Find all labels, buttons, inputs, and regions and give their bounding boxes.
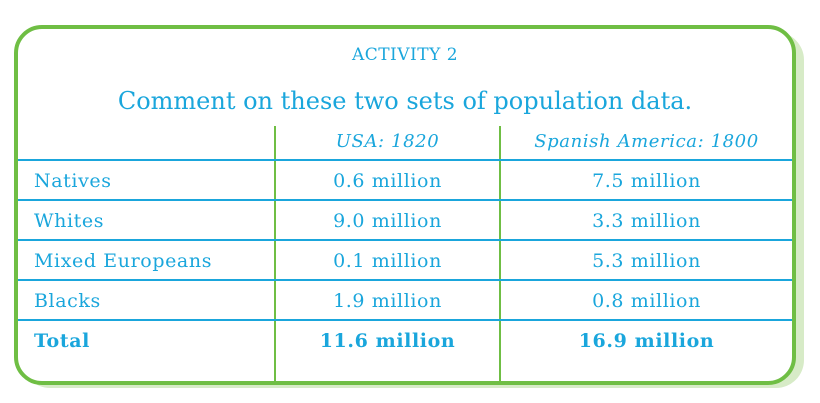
spanish-america-total: 16.9 million (578, 330, 715, 352)
table-header-row: USA: 1820 Spanish America: 1800 (18, 121, 792, 161)
table-row: Natives 0.6 million 7.5 million (18, 161, 792, 201)
table-row: Blacks 1.9 million 0.8 million (18, 281, 792, 321)
activity-label: ACTIVITY 2 (351, 45, 459, 65)
total-label: Total (34, 330, 90, 352)
row-label: Blacks (34, 290, 101, 312)
row-label: Whites (34, 210, 105, 232)
usa-value: 1.9 million (333, 290, 442, 312)
header-cell-usa: USA: 1820 (335, 130, 440, 152)
usa-value: 0.1 million (333, 250, 442, 272)
row-label: Natives (34, 170, 112, 192)
header-cell-label (34, 121, 270, 161)
row-divider (18, 199, 792, 201)
row-label: Mixed Europeans (34, 250, 213, 272)
table-total-row: Total 11.6 million 16.9 million (18, 321, 792, 361)
row-divider (18, 319, 792, 321)
row-divider (18, 239, 792, 241)
spanish-america-value: 3.3 million (592, 210, 701, 232)
spanish-america-value: 0.8 million (592, 290, 701, 312)
row-divider (18, 159, 792, 161)
column-divider-1 (274, 126, 276, 381)
header-cell-spanish-america: Spanish America: 1800 (534, 130, 759, 152)
row-divider (18, 279, 792, 281)
spanish-america-value: 5.3 million (592, 250, 701, 272)
column-divider-2 (499, 126, 501, 381)
activity-card: ACTIVITY 2 Comment on these two sets of … (14, 25, 796, 385)
usa-value: 9.0 million (333, 210, 442, 232)
spanish-america-value: 7.5 million (592, 170, 701, 192)
usa-value: 0.6 million (333, 170, 442, 192)
table-row: Mixed Europeans 0.1 million 5.3 million (18, 241, 792, 281)
activity-instruction: Comment on these two sets of population … (117, 87, 693, 115)
table-row: Whites 9.0 million 3.3 million (18, 201, 792, 241)
usa-total: 11.6 million (319, 330, 456, 352)
